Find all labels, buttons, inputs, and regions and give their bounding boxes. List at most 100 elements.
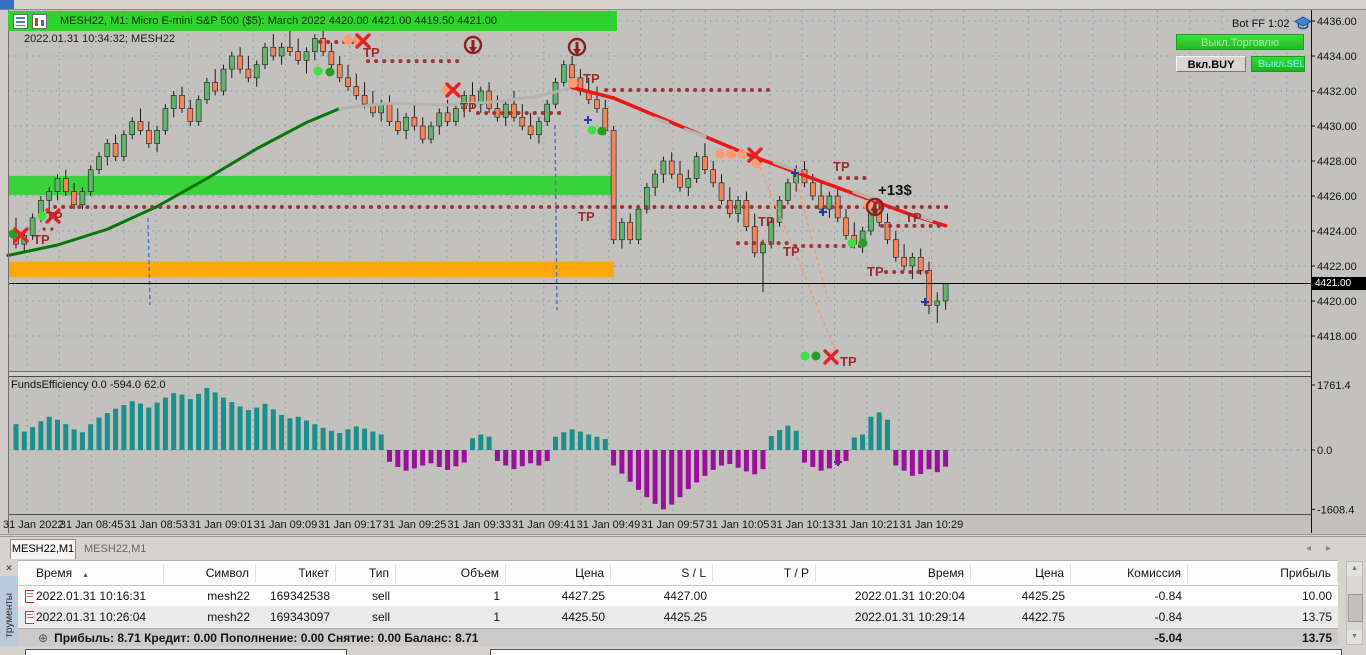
svg-text:31 Jan 09:49: 31 Jan 09:49 <box>577 519 641 531</box>
cell-type: sell <box>371 589 390 603</box>
col-symbol[interactable]: Символ <box>164 564 256 582</box>
scrollbar-thumb[interactable] <box>1348 594 1363 622</box>
col-sl[interactable]: S / L <box>611 564 713 582</box>
svg-text:4424.00: 4424.00 <box>1317 226 1357 238</box>
chart-icon <box>32 13 47 29</box>
svg-text:TP: TP <box>783 244 800 259</box>
down-arrow-icon <box>463 35 483 55</box>
svg-text:TP: TP <box>758 214 775 229</box>
chart-title: MESH22, M1: Micro E-mini S&P 500 ($5): M… <box>60 15 498 27</box>
svg-text:31 Jan 09:33: 31 Jan 09:33 <box>447 519 511 531</box>
bot-status-label: Bot FF 1:02 <box>1232 16 1313 31</box>
svg-text:31 Jan 09:57: 31 Jan 09:57 <box>641 519 705 531</box>
history-doc-icon <box>18 610 34 625</box>
svg-text:4428.00: 4428.00 <box>1317 156 1357 168</box>
pane-borders <box>0 9 1366 535</box>
graduation-cap-icon <box>1294 16 1313 30</box>
close-toolbox-icon[interactable]: ✕ <box>5 563 13 573</box>
svg-text:0.0: 0.0 <box>1317 445 1332 457</box>
cell-sl: 4427.00 <box>663 589 707 603</box>
svg-text:4434.00: 4434.00 <box>1317 51 1357 63</box>
svg-text:4426.00: 4426.00 <box>1317 191 1357 203</box>
svg-text:4432.00: 4432.00 <box>1317 86 1357 98</box>
svg-text:-1608.4: -1608.4 <box>1317 504 1354 516</box>
zone-bands-layer <box>8 175 614 278</box>
svg-text:31 Jan 08:53: 31 Jan 08:53 <box>124 519 188 531</box>
histogram-layer <box>13 388 949 510</box>
svg-text:31 Jan 10:05: 31 Jan 10:05 <box>706 519 770 531</box>
sort-asc-icon: ▲ <box>82 572 90 579</box>
svg-text:TP: TP <box>905 210 922 225</box>
chart-title-bar: MESH22, M1: Micro E-mini S&P 500 ($5): M… <box>8 11 617 31</box>
cell-close-price: 4422.75 <box>1021 610 1065 624</box>
svg-text:TP: TP <box>583 71 600 86</box>
summary-commission-total: -5.04 <box>1154 630 1182 645</box>
toggle-trading-button[interactable]: Выкл.Торговлю <box>1176 34 1304 50</box>
summary-text: ⊕ Прибыль: 8.71 Кредит: 0.00 Пополнение: … <box>38 630 479 645</box>
profit-annotation: +13$ <box>878 182 912 199</box>
toolbox-tab-inactive[interactable]: MESH22,M1 <box>84 543 147 555</box>
svg-text:31 Jan 09:17: 31 Jan 09:17 <box>318 519 382 531</box>
cell-price: 4425.50 <box>561 610 605 624</box>
scroll-down-icon[interactable]: ▼ <box>1347 630 1362 644</box>
cell-price: 4427.25 <box>561 589 605 603</box>
svg-text:31 Jan 10:21: 31 Jan 10:21 <box>835 519 899 531</box>
toolbox-tab-active[interactable]: MESH22,M1 <box>10 539 76 559</box>
col-tp[interactable]: T / P <box>713 564 816 582</box>
svg-text:TP: TP <box>46 209 63 224</box>
col-price[interactable]: Цена <box>506 564 611 582</box>
svg-text:TP: TP <box>840 354 857 369</box>
cell-profit: 13.75 <box>1301 610 1332 624</box>
deal-row[interactable]: 2022.01.31 10:16:31 mesh22 169342538 sel… <box>18 586 1338 607</box>
cell-sl: 4425.25 <box>663 610 707 624</box>
cell-close-price: 4425.25 <box>1021 589 1065 603</box>
svg-text:TP: TP <box>460 100 477 115</box>
svg-text:31 Jan 09:25: 31 Jan 09:25 <box>383 519 447 531</box>
cell-ticket: 169343097 <box>269 610 330 624</box>
sidebar-tab-instruments[interactable]: трументы <box>0 576 18 655</box>
history-doc-icon <box>18 589 34 604</box>
table-scrollbar[interactable]: ▲ ▼ <box>1346 561 1363 645</box>
svg-text:4418.00: 4418.00 <box>1317 331 1357 343</box>
svg-text:TP: TP <box>578 209 595 224</box>
clipped-box <box>490 649 1342 655</box>
cell-close-time: 2022.01.31 10:20:04 <box>854 589 965 603</box>
cell-type: sell <box>371 610 390 624</box>
cell-profit: 10.00 <box>1301 589 1332 603</box>
svg-text:4430.00: 4430.00 <box>1317 121 1357 133</box>
svg-text:31 Jan 2022: 31 Jan 2022 <box>3 519 64 531</box>
expand-icon[interactable]: ⊕ <box>38 630 49 645</box>
tab-scroll-right-icon[interactable]: ▸ <box>1326 543 1332 554</box>
price-chart-canvas[interactable]: TP TP TP TP TP TP TP TP TP TP TP TP +13$ 4436.00 4434.… <box>0 0 1366 536</box>
clipped-lower-panel <box>0 646 1366 655</box>
col-commission[interactable]: Комиссия <box>1071 564 1188 582</box>
col-open-time[interactable]: Время ▲ <box>34 564 164 582</box>
scroll-up-icon[interactable]: ▲ <box>1347 562 1362 576</box>
deals-table-header: Время ▲ Символ Тикет Тип Объем Цена S / L… <box>18 560 1338 586</box>
tab-scroll-left-icon[interactable]: ◂ <box>1306 543 1312 554</box>
bot-label-text: Bot FF 1:02 <box>1232 17 1290 30</box>
cell-ticket: 169342538 <box>269 589 330 603</box>
chart-subtitle: 2022.01.31 10:34:32; MESH22 <box>24 33 176 45</box>
col-volume[interactable]: Объем <box>396 564 506 582</box>
svg-text:TP: TP <box>33 232 50 247</box>
deal-row[interactable]: 2022.01.31 10:26:04 mesh22 169343097 sel… <box>18 607 1338 628</box>
col-close-price[interactable]: Цена <box>971 564 1071 582</box>
col-profit[interactable]: Прибыль <box>1188 564 1338 582</box>
col-type[interactable]: Тип <box>336 564 396 582</box>
svg-text:31 Jan 08:45: 31 Jan 08:45 <box>60 519 124 531</box>
svg-text:TP: TP <box>363 45 380 60</box>
svg-text:31 Jan 09:09: 31 Jan 09:09 <box>254 519 318 531</box>
col-ticket[interactable]: Тикет <box>256 564 336 582</box>
disable-sell-button[interactable]: Выкл.SELL <box>1251 56 1305 72</box>
indicator-label: FundsEfficiency 0.0 -594.0 62.0 <box>11 379 166 391</box>
cell-commission: -0.84 <box>1154 589 1182 603</box>
col-close-time[interactable]: Время <box>816 564 971 582</box>
svg-text:31 Jan 09:01: 31 Jan 09:01 <box>189 519 253 531</box>
svg-text:4420.00: 4420.00 <box>1317 296 1357 308</box>
cell-open-time: 2022.01.31 10:26:04 <box>36 610 147 624</box>
trade-markers-layer: TP TP TP TP TP TP TP TP TP TP TP TP <box>8 33 929 466</box>
current-price-tag: 4421.00 <box>1312 277 1366 290</box>
enable-buy-button[interactable]: Вкл.BUY <box>1176 56 1246 72</box>
